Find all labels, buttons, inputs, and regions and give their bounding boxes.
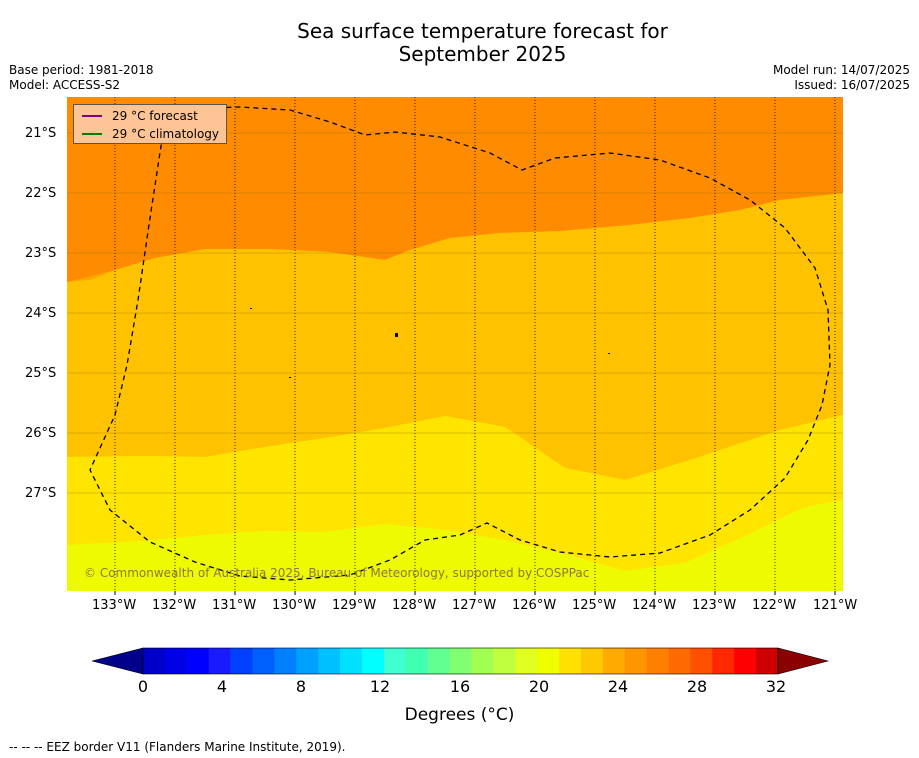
colorbar-segment [318, 648, 341, 674]
colorbar-tick-8: 8 [295, 677, 307, 696]
colorbar-tick-28: 28 [686, 677, 708, 696]
colorbar-segment [361, 648, 385, 674]
colorbar-segment [646, 648, 669, 674]
lon-label-130w: 130°W [272, 598, 317, 613]
title-line-1: Sea surface temperature forecast for [297, 19, 668, 43]
lon-label-129w: 129°W [332, 598, 377, 613]
legend-label-forecast: 29 °C forecast [112, 109, 198, 123]
lon-label-126w: 126°W [512, 598, 557, 613]
band-24-25 [67, 500, 843, 591]
model-name: Model: ACCESS-S2 [9, 78, 121, 92]
colorbar-tick-32: 32 [765, 677, 787, 696]
lat-label-26s: 26°S [25, 426, 57, 441]
base-period: Base period: 1981-2018 [9, 63, 154, 77]
lon-label-127w: 127°W [452, 598, 497, 613]
colorbar-segment [734, 648, 757, 674]
colorbar-segment [471, 648, 494, 674]
colorbar-segment [756, 648, 779, 674]
lon-tick-marks [114, 591, 836, 595]
lon-label-131w: 131°W [212, 598, 257, 613]
lat-label-27s: 27°S [25, 486, 57, 501]
colorbar-segment [624, 648, 647, 674]
colorbar-segment [186, 648, 209, 674]
colorbar-extend-high [777, 647, 830, 675]
meta-right: Model run: 14/07/2025 Issued: 16/07/2025 [773, 63, 910, 93]
title-line-2: September 2025 [398, 42, 567, 66]
lon-label-128w: 128°W [392, 598, 437, 613]
legend-item-climatology: 29 °C climatology [82, 126, 219, 142]
colorbar-segment [427, 648, 450, 674]
colorbar-segment [690, 648, 713, 674]
legend-label-climatology: 29 °C climatology [112, 127, 220, 141]
colorbar-segment [712, 648, 735, 674]
colorbar-segment [493, 648, 516, 674]
colorbar-segment [208, 648, 231, 674]
legend-swatch-climatology [82, 133, 102, 135]
lat-label-24s: 24°S [25, 306, 57, 321]
lat-label-25s: 25°S [25, 366, 57, 381]
colorbar-segment [559, 648, 582, 674]
lon-label-124w: 124°W [632, 598, 677, 613]
colorbar-segment [340, 648, 363, 674]
legend-box: 29 °C forecast 29 °C climatology [73, 104, 227, 144]
colorbar-tick-0: 0 [137, 677, 149, 696]
colorbar-segment [274, 648, 297, 674]
copyright-notice: © Commonwealth of Australia 2025, Bureau… [84, 566, 590, 580]
colorbar-segment [602, 648, 626, 674]
colorbar-tick-12: 12 [369, 677, 391, 696]
colorbar-tick-16: 16 [449, 677, 471, 696]
colorbar-tick-4: 4 [216, 677, 228, 696]
legend-swatch-forecast [82, 115, 102, 117]
band-26-27-lower [67, 315, 843, 480]
colorbar-segment [230, 648, 253, 674]
colorbar-frame [142, 647, 779, 675]
lon-label-121w: 121°W [813, 598, 858, 613]
colorbar-segment [515, 648, 538, 674]
island-markers [250, 308, 610, 378]
lat-label-21s: 21°S [25, 126, 57, 141]
colorbar-title: Degrees (°C) [404, 705, 515, 725]
graticule [114, 97, 836, 591]
colorbar-segment [580, 648, 604, 674]
colorbar-segment [537, 648, 560, 674]
colorbar-tick-24: 24 [607, 677, 629, 696]
lon-label-133w: 133°W [92, 598, 137, 613]
colorbar-segment [668, 648, 691, 674]
colorbar [91, 647, 830, 675]
colorbar-extend-low [91, 647, 144, 675]
colorbar-segment [296, 648, 319, 674]
colorbar-segment [252, 648, 275, 674]
colorbar-segment [143, 648, 166, 674]
colorbar-segment [164, 648, 188, 674]
eez-border [89, 106, 831, 581]
lon-label-125w: 125°W [572, 598, 617, 613]
colorbar-segment [405, 648, 428, 674]
eez-footnote: -- -- -- EEZ border V11 (Flanders Marine… [9, 740, 346, 754]
model-run: Model run: 14/07/2025 [772, 63, 910, 77]
temperature-field [67, 97, 843, 591]
lon-label-123w: 123°W [692, 598, 737, 613]
lon-label-132w: 132°W [152, 598, 197, 613]
lat-label-22s: 22°S [25, 186, 57, 201]
colorbar-segment [383, 648, 407, 674]
colorbar-tick-20: 20 [528, 677, 550, 696]
meta-left: Base period: 1981-2018 Model: ACCESS-S2 [9, 63, 154, 93]
legend-item-forecast: 29 °C forecast [82, 108, 198, 124]
colorbar-segment [449, 648, 472, 674]
lat-label-23s: 23°S [25, 246, 57, 261]
issued-date: Issued: 16/07/2025 [794, 78, 910, 92]
band-27-28-top-overlay [67, 97, 843, 282]
lon-label-122w: 122°W [752, 598, 797, 613]
